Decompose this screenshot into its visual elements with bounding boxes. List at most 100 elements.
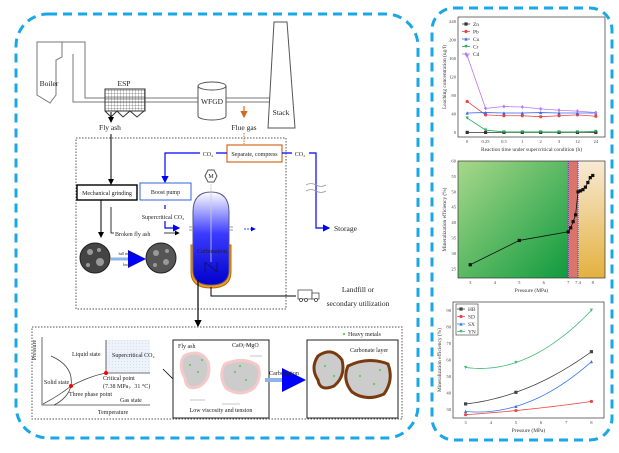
y-tick-label: 40 — [446, 391, 451, 396]
y-tick-label: 35 — [451, 235, 456, 240]
carbonation-reactor — [189, 184, 233, 288]
fly-ash-particle-label: Fly ash — [178, 344, 196, 350]
milled-fly-ash-sem-image — [146, 243, 176, 273]
critical-values-label: (7.38 MPa，31 °C) — [103, 383, 150, 390]
data-point — [567, 230, 570, 233]
data-point — [484, 106, 487, 110]
x-tick-label: 5 — [515, 420, 518, 425]
data-point — [539, 107, 542, 111]
y-tick-label: 30 — [451, 251, 456, 256]
data-point — [590, 360, 593, 363]
y-tick-label: 60 — [446, 358, 451, 363]
x-tick-label: 7 — [567, 280, 570, 285]
phase-xlabel: Temperature — [98, 410, 129, 416]
phase-ylabel: Pressure — [32, 340, 38, 361]
x-axis-label: Pressure (MPa) — [515, 287, 549, 294]
process-boundary — [76, 138, 286, 309]
broke-label: broke — [123, 263, 132, 267]
y-tick-label: 90 — [446, 308, 451, 313]
legend-label-zn: Zn — [473, 22, 479, 28]
storage-label: Storage — [334, 224, 358, 233]
flue-duct — [62, 42, 270, 102]
y-axis-label: Mineralization efficiency (%) — [436, 328, 443, 392]
data-point — [574, 213, 577, 216]
data-point — [539, 115, 542, 118]
plot-frame — [458, 17, 605, 137]
landfill-label-1: Landfill or — [342, 285, 375, 294]
y-tick-label: 200 — [449, 38, 457, 43]
series-line-cr — [467, 118, 596, 132]
legend-label-yn: YN — [468, 330, 476, 336]
heavy-metals-legend-dot — [343, 333, 345, 335]
co2-left-label: CO₂ — [203, 152, 213, 158]
data-point — [502, 105, 505, 109]
x-tick-label: 7.4 — [575, 280, 581, 285]
y-tick-label: 50 — [451, 189, 456, 194]
cao-mgo-label: CaO, MgO — [232, 343, 259, 349]
landfill-label-2: secondary utilization — [327, 299, 390, 308]
data-point — [518, 239, 521, 242]
data-point — [586, 181, 589, 184]
critical-point-marker — [104, 371, 108, 375]
boiler — [37, 42, 62, 103]
y-tick-label: 80 — [446, 324, 451, 329]
y-tick-label: 80 — [451, 93, 456, 98]
y-axis-label: Leaching concentration (ug/l) — [441, 45, 448, 109]
data-point — [557, 108, 560, 112]
heavy-metals-label: Heavy metals — [348, 332, 381, 338]
gas-state-label: Gas state — [120, 398, 142, 404]
carbonation-reactor-label: Carbonation — [197, 249, 227, 255]
boost-pump-label: Boost pump — [151, 190, 180, 196]
data-point — [464, 402, 467, 405]
boiler-label: Boiler — [40, 79, 59, 88]
carbonation-arrow-label: Carbonation — [269, 371, 299, 377]
fly-ash-sem-image — [80, 243, 110, 273]
legend-label-cr: Cr — [473, 45, 479, 51]
x-tick-label: 8 — [592, 280, 595, 285]
y-tick-label: 240 — [449, 19, 457, 24]
y-tick-label: 25 — [451, 266, 456, 271]
truck-icon — [298, 290, 319, 302]
x-tick-label: 3 — [558, 139, 561, 144]
data-point — [469, 263, 472, 266]
supercritical-co2-label: Supercritical CO₂ — [142, 215, 185, 221]
three-phase-label: Three phase point — [69, 392, 112, 398]
x-tick-label: 0.25 — [482, 139, 491, 144]
y-tick-label: 45 — [451, 205, 456, 210]
critical-point-label: Critical point — [103, 376, 135, 382]
legend-marker — [459, 315, 462, 318]
y-tick-label: 50 — [446, 374, 451, 379]
mechanical-grinding-label: Mechanical grinding — [82, 191, 132, 197]
legend-label-sd: SD — [468, 315, 475, 321]
data-point — [521, 114, 524, 117]
x-tick-label: 5 — [518, 280, 521, 285]
x-tick-label: 2 — [540, 139, 543, 144]
y-tick-label: 40 — [451, 220, 456, 225]
region-green — [458, 161, 568, 278]
data-point — [557, 114, 560, 117]
x-tick-label: 12 — [575, 139, 580, 144]
esp-unit — [105, 89, 145, 111]
three-phase-point-marker — [69, 384, 73, 388]
legend-marker — [464, 30, 467, 33]
x-axis-label: Reaction time under supercritical condit… — [481, 146, 582, 153]
data-point — [591, 174, 594, 177]
residue-line — [211, 287, 296, 296]
y-tick-label: 120 — [449, 75, 457, 80]
data-point — [464, 413, 467, 416]
data-point — [502, 114, 505, 117]
y-tick-label: 60 — [451, 159, 456, 164]
legend-label-hb: HB — [468, 307, 476, 313]
x-tick-label: 0 — [466, 139, 469, 144]
data-point — [594, 115, 597, 118]
carbonate-layer-label: Carbonate layer — [350, 348, 388, 354]
supercritical-label: Supercritical CO₂ — [112, 353, 155, 359]
x-tick-label: 24 — [594, 139, 599, 144]
co2-right-label: CO₂ — [295, 152, 305, 158]
flue-gas-label: Flue gas — [231, 123, 256, 132]
legend-marker — [464, 22, 467, 25]
legend-label-sx: SX — [468, 322, 475, 328]
region-red — [568, 161, 578, 278]
x-tick-label: 0.5 — [501, 139, 507, 144]
data-point — [514, 409, 517, 412]
